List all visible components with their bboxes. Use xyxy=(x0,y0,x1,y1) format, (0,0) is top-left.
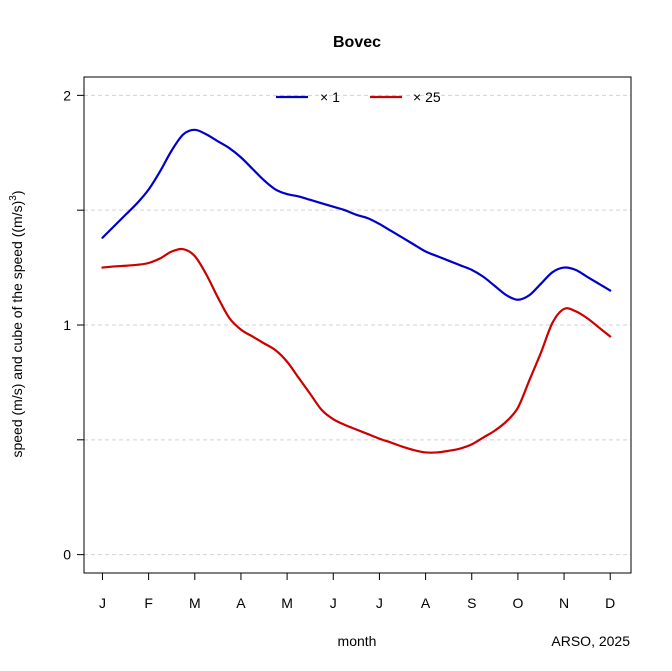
x-tick-label: O xyxy=(512,595,523,611)
x-tick-label: N xyxy=(559,595,569,611)
y-tick-label: 0 xyxy=(63,547,71,563)
legend: × 1 × 25 xyxy=(276,89,441,105)
grid-lines xyxy=(84,94,631,556)
axes: 0 1 2 J F M A M J J A S O N D xyxy=(63,87,615,611)
y-axis-label: speed (m/s) and cube of the speed ((m/s)… xyxy=(8,190,25,457)
series-line-2 xyxy=(101,247,612,454)
y-tick-label: 2 xyxy=(63,87,71,103)
series-line-1 xyxy=(101,128,612,301)
legend-item: × 1 xyxy=(276,89,340,105)
y-axis-label-main: speed (m/s) and cube of the speed ((m/s) xyxy=(9,201,25,458)
y-tick-label: 1 xyxy=(63,317,71,333)
legend-label: × 1 xyxy=(320,89,340,105)
x-tick-label: J xyxy=(376,595,383,611)
x-axis-label: month xyxy=(338,633,377,649)
x-tick-label: A xyxy=(421,595,431,611)
legend-item: × 25 xyxy=(370,89,441,105)
x-tick-label: A xyxy=(236,595,246,611)
chart-title: Bovec xyxy=(333,34,381,51)
x-tick-label: J xyxy=(330,595,337,611)
series-layer xyxy=(101,128,612,454)
y-axis-label-superscript: 3 xyxy=(8,195,19,201)
y-axis-label-close: ) xyxy=(9,190,25,195)
x-tick-label: M xyxy=(281,595,293,611)
credit-text: ARSO, 2025 xyxy=(551,633,630,649)
x-tick-label: S xyxy=(467,595,476,611)
x-tick-label: F xyxy=(144,595,153,611)
x-tick-label: J xyxy=(99,595,106,611)
x-tick-label: M xyxy=(189,595,201,611)
legend-label: × 25 xyxy=(413,89,441,105)
x-tick-label: D xyxy=(605,595,615,611)
